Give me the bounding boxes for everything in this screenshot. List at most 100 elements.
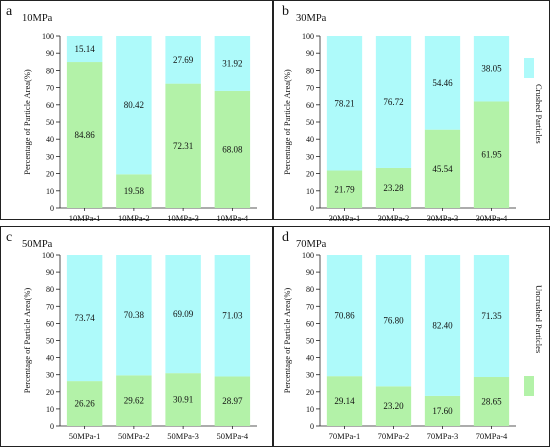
y-tick-label: 30 (306, 371, 314, 380)
data-label-crushed-particles: 27.69 (173, 55, 194, 65)
y-tick-label: 10 (306, 187, 314, 196)
data-label-crushed-particles: 31.92 (222, 58, 242, 68)
data-label-uncrushed-particles: 72.31 (173, 141, 193, 151)
y-tick-label: 50 (306, 337, 314, 346)
y-axis-title: Percentage of Particle Area(%) (22, 69, 32, 175)
x-tick-label: 10MPa-1 (69, 213, 101, 223)
y-axis-title: Percentage of Particle Area(%) (282, 69, 292, 175)
y-tick-label: 60 (46, 101, 54, 110)
y-axis-title: Percentage of Particle Area(%) (282, 288, 292, 394)
data-label-uncrushed-particles: 84.86 (75, 130, 96, 140)
y-tick-label: 70 (46, 84, 54, 93)
chart-panel-b: b 30MPa 0 10 20 30 40 50 60 70 80 90 100 Percentage o… (282, 4, 516, 223)
y-tick-label: 10 (46, 405, 54, 414)
bar-segment-uncrushed-particles (66, 381, 103, 426)
x-tick-label: 50MPa-3 (167, 431, 199, 441)
data-label-crushed-particles: 76.80 (383, 316, 404, 326)
x-tick-label: 10MPa-4 (217, 213, 249, 223)
bar-segment-crushed-particles (116, 255, 152, 376)
bar-segment-crushed-particles (116, 36, 152, 175)
y-tick-label: 90 (306, 49, 314, 58)
y-tick-label: 10 (306, 405, 314, 414)
data-label-uncrushed-particles: 28.97 (222, 396, 243, 406)
y-tick-label: 20 (46, 388, 54, 397)
bar-segment-crushed-particles (165, 255, 201, 374)
y-tick-label: 70 (306, 302, 314, 311)
y-tick-label: 70 (46, 302, 54, 311)
y-tick-label: 40 (46, 135, 54, 144)
y-tick-label: 60 (306, 319, 314, 328)
data-label-crushed-particles: 54.46 (432, 78, 453, 88)
x-tick-label: 30MPa-3 (427, 213, 459, 223)
bar-segment-crushed-particles (214, 36, 251, 91)
bar-segment-uncrushed-particles (165, 373, 201, 426)
x-tick-label: 70MPa-4 (476, 431, 508, 441)
x-tick-label: 50MPa-1 (69, 431, 101, 441)
panel-letter: a (6, 4, 13, 19)
data-label-uncrushed-particles: 45.54 (432, 164, 453, 174)
bar-segment-crushed-particles (214, 255, 251, 377)
y-tick-label: 50 (46, 337, 54, 346)
panel-title: 30MPa (296, 13, 327, 24)
panel-letter: c (6, 230, 12, 245)
bar-segment-crushed-particles (66, 36, 103, 63)
x-tick-label: 30MPa-1 (329, 213, 361, 223)
y-tick-label: 60 (306, 101, 314, 110)
bar-segment-crushed-particles (375, 36, 412, 168)
y-tick-label: 20 (46, 170, 54, 179)
legend-swatch-crushed (524, 58, 534, 78)
chart-panel-a: a 10MPa 0 10 20 30 40 50 60 70 80 90 100 Percentage o… (6, 4, 257, 223)
panel-letter: d (282, 230, 289, 245)
data-label-uncrushed-particles: 68.08 (222, 144, 243, 154)
legend: Crushed Particles Uncrushed Particles (524, 58, 544, 396)
x-tick-label: 30MPa-4 (476, 213, 508, 223)
y-tick-label: 0 (50, 204, 54, 213)
y-tick-label: 50 (306, 118, 314, 127)
y-tick-label: 0 (310, 204, 314, 213)
panel-a-frame (0, 0, 273, 220)
bar-segment-uncrushed-particles (116, 174, 152, 208)
legend-label-uncrushed: Uncrushed Particles (534, 285, 544, 353)
panel-title: 10MPa (22, 13, 53, 24)
bar-segment-uncrushed-particles (214, 90, 251, 208)
y-tick-label: 50 (46, 118, 54, 127)
bar-segment-uncrushed-particles (116, 375, 152, 426)
bar-segment-crushed-particles (473, 36, 510, 102)
data-label-uncrushed-particles: 23.20 (383, 401, 404, 411)
chart-panel-d: d 70MPa 0 10 20 30 40 50 60 70 80 90 100 Percentage o… (282, 230, 516, 441)
bar-segment-uncrushed-particles (214, 376, 251, 426)
data-label-uncrushed-particles: 61.95 (481, 150, 502, 160)
y-tick-label: 90 (46, 268, 54, 277)
y-tick-label: 40 (306, 354, 314, 363)
bar-segment-crushed-particles (424, 36, 461, 130)
data-label-crushed-particles: 70.86 (334, 311, 355, 321)
panel-letter: b (282, 4, 289, 19)
data-label-uncrushed-particles: 30.91 (173, 395, 193, 405)
y-tick-label: 80 (46, 66, 54, 75)
bar-segment-uncrushed-particles (375, 386, 412, 426)
x-tick-label: 70MPa-2 (378, 431, 410, 441)
y-tick-label: 20 (306, 170, 314, 179)
bar-segment-uncrushed-particles (424, 129, 461, 208)
data-label-uncrushed-particles: 19.58 (124, 186, 145, 196)
y-tick-label: 0 (310, 422, 314, 431)
y-tick-label: 0 (50, 422, 54, 431)
data-label-crushed-particles: 70.38 (124, 310, 145, 320)
bar-segment-crushed-particles (326, 36, 363, 171)
y-tick-label: 80 (306, 285, 314, 294)
y-tick-label: 100 (302, 32, 314, 41)
data-label-crushed-particles: 80.42 (124, 100, 144, 110)
x-tick-label: 70MPa-1 (329, 431, 361, 441)
bar-segment-crushed-particles (326, 255, 363, 377)
bar-segment-uncrushed-particles (326, 376, 363, 426)
panel-title: 50MPa (22, 239, 53, 250)
bar-segment-crushed-particles (66, 255, 103, 382)
data-label-crushed-particles: 69.09 (173, 309, 194, 319)
bar-segment-uncrushed-particles (326, 170, 363, 208)
y-tick-label: 70 (306, 84, 314, 93)
bar-segment-crushed-particles (375, 255, 412, 387)
bar-segment-uncrushed-particles (66, 62, 103, 208)
y-tick-label: 100 (42, 251, 54, 260)
